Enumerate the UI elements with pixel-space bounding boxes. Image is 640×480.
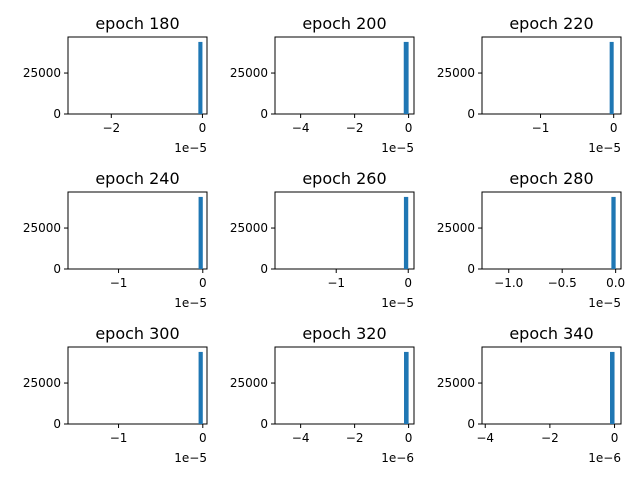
histogram-panel: epoch 240 0 25000 −1 0 1e−5: [23, 169, 208, 310]
x-offset-label: 1e−5: [588, 296, 621, 310]
panel-title: epoch 340: [509, 324, 593, 343]
x-tick-label: −1: [532, 121, 550, 135]
axes-frame: [274, 346, 415, 425]
x-offset-label: 1e−5: [381, 141, 414, 155]
panel-title: epoch 200: [302, 14, 386, 33]
x-offset-label: 1e−5: [381, 296, 414, 310]
histogram-bar: [609, 41, 614, 114]
histogram-bar: [403, 41, 409, 114]
x-tick-label: 0: [405, 431, 413, 445]
axes-frame: [274, 36, 415, 115]
x-offset-label: 1e−5: [588, 141, 621, 155]
x-tick-label: −1: [327, 276, 345, 290]
x-offset-label: 1e−6: [381, 451, 414, 465]
histogram-bar: [198, 351, 203, 424]
x-tick-label: −2: [541, 431, 559, 445]
y-tick-label: 0: [53, 262, 61, 276]
x-tick-label: −2: [346, 431, 364, 445]
histogram-bar: [198, 196, 203, 269]
histogram-bar: [611, 196, 616, 269]
x-tick-label: 0: [405, 121, 413, 135]
x-tick-label: 0: [404, 276, 412, 290]
y-tick-label: 25000: [437, 376, 475, 390]
axes-frame: [481, 346, 622, 425]
y-tick-label: 25000: [230, 66, 268, 80]
y-tick-label: 0: [260, 107, 268, 121]
y-tick-label: 0: [53, 417, 61, 431]
x-tick-label: −1: [110, 276, 128, 290]
histogram-panel: epoch 300 0 25000 −1 0 1e−5: [23, 324, 208, 465]
histogram-panel: epoch 220 0 25000 −1 0 1e−5: [437, 14, 622, 155]
panel-title: epoch 220: [509, 14, 593, 33]
histogram-bar: [403, 196, 409, 269]
panel-title: epoch 180: [95, 14, 179, 33]
histogram-bar: [198, 41, 203, 114]
panel-title: epoch 260: [302, 169, 386, 188]
histogram-panel: epoch 320 0 25000 −4 −2 0 1e−6: [230, 324, 415, 465]
y-tick-label: 25000: [23, 376, 61, 390]
y-tick-label: 0: [467, 107, 475, 121]
panel-title: epoch 320: [302, 324, 386, 343]
y-tick-label: 25000: [437, 66, 475, 80]
x-tick-label: 0: [199, 276, 207, 290]
x-tick-label: 0: [610, 121, 618, 135]
y-tick-label: 25000: [230, 221, 268, 235]
y-tick-label: 0: [53, 107, 61, 121]
x-tick-label: −2: [346, 121, 364, 135]
panel-title: epoch 280: [509, 169, 593, 188]
y-tick-label: 0: [467, 262, 475, 276]
x-tick-label: −4: [476, 431, 494, 445]
x-tick-label: 0: [611, 431, 619, 445]
x-offset-label: 1e−6: [588, 451, 621, 465]
axes-frame: [481, 36, 622, 115]
y-tick-label: 25000: [23, 66, 61, 80]
axes-frame: [274, 191, 415, 270]
histogram-panel: epoch 280 0 25000 −1.0 −0.5 0.0 1e−5: [437, 169, 625, 310]
y-tick-label: 25000: [23, 221, 61, 235]
x-tick-label: 0: [199, 121, 207, 135]
x-tick-label: −2: [102, 121, 120, 135]
x-offset-label: 1e−5: [174, 451, 207, 465]
axes-frame: [481, 191, 622, 270]
y-tick-label: 0: [467, 417, 475, 431]
histogram-panel: epoch 340 0 25000 −4 −2 0 1e−6: [437, 324, 622, 465]
panel-grid: epoch 180 0 25000 −2 0 1e−5 epoch 200 0 25000 −4 −…: [23, 14, 625, 465]
axes-frame: [67, 346, 208, 425]
x-offset-label: 1e−5: [174, 141, 207, 155]
panel-title: epoch 300: [95, 324, 179, 343]
x-offset-label: 1e−5: [174, 296, 207, 310]
histogram-panel: epoch 180 0 25000 −2 0 1e−5: [23, 14, 208, 155]
x-tick-label: 0: [199, 431, 207, 445]
x-tick-label: −1.0: [494, 276, 523, 290]
histogram-bar: [610, 351, 615, 424]
y-tick-label: 0: [260, 262, 268, 276]
histogram-panel: epoch 200 0 25000 −4 −2 0 1e−5: [230, 14, 415, 155]
axes-frame: [67, 191, 208, 270]
panel-title: epoch 240: [95, 169, 179, 188]
x-tick-label: −4: [292, 121, 310, 135]
histogram-panel: epoch 260 0 25000 −1 0 1e−5: [230, 169, 415, 310]
y-tick-label: 0: [260, 417, 268, 431]
x-tick-label: −4: [292, 431, 310, 445]
x-tick-label: −1: [110, 431, 128, 445]
y-tick-label: 25000: [437, 221, 475, 235]
axes-frame: [67, 36, 208, 115]
x-tick-label: 0.0: [606, 276, 625, 290]
histogram-bar: [404, 351, 409, 424]
y-tick-label: 25000: [230, 376, 268, 390]
x-tick-label: −0.5: [548, 276, 577, 290]
